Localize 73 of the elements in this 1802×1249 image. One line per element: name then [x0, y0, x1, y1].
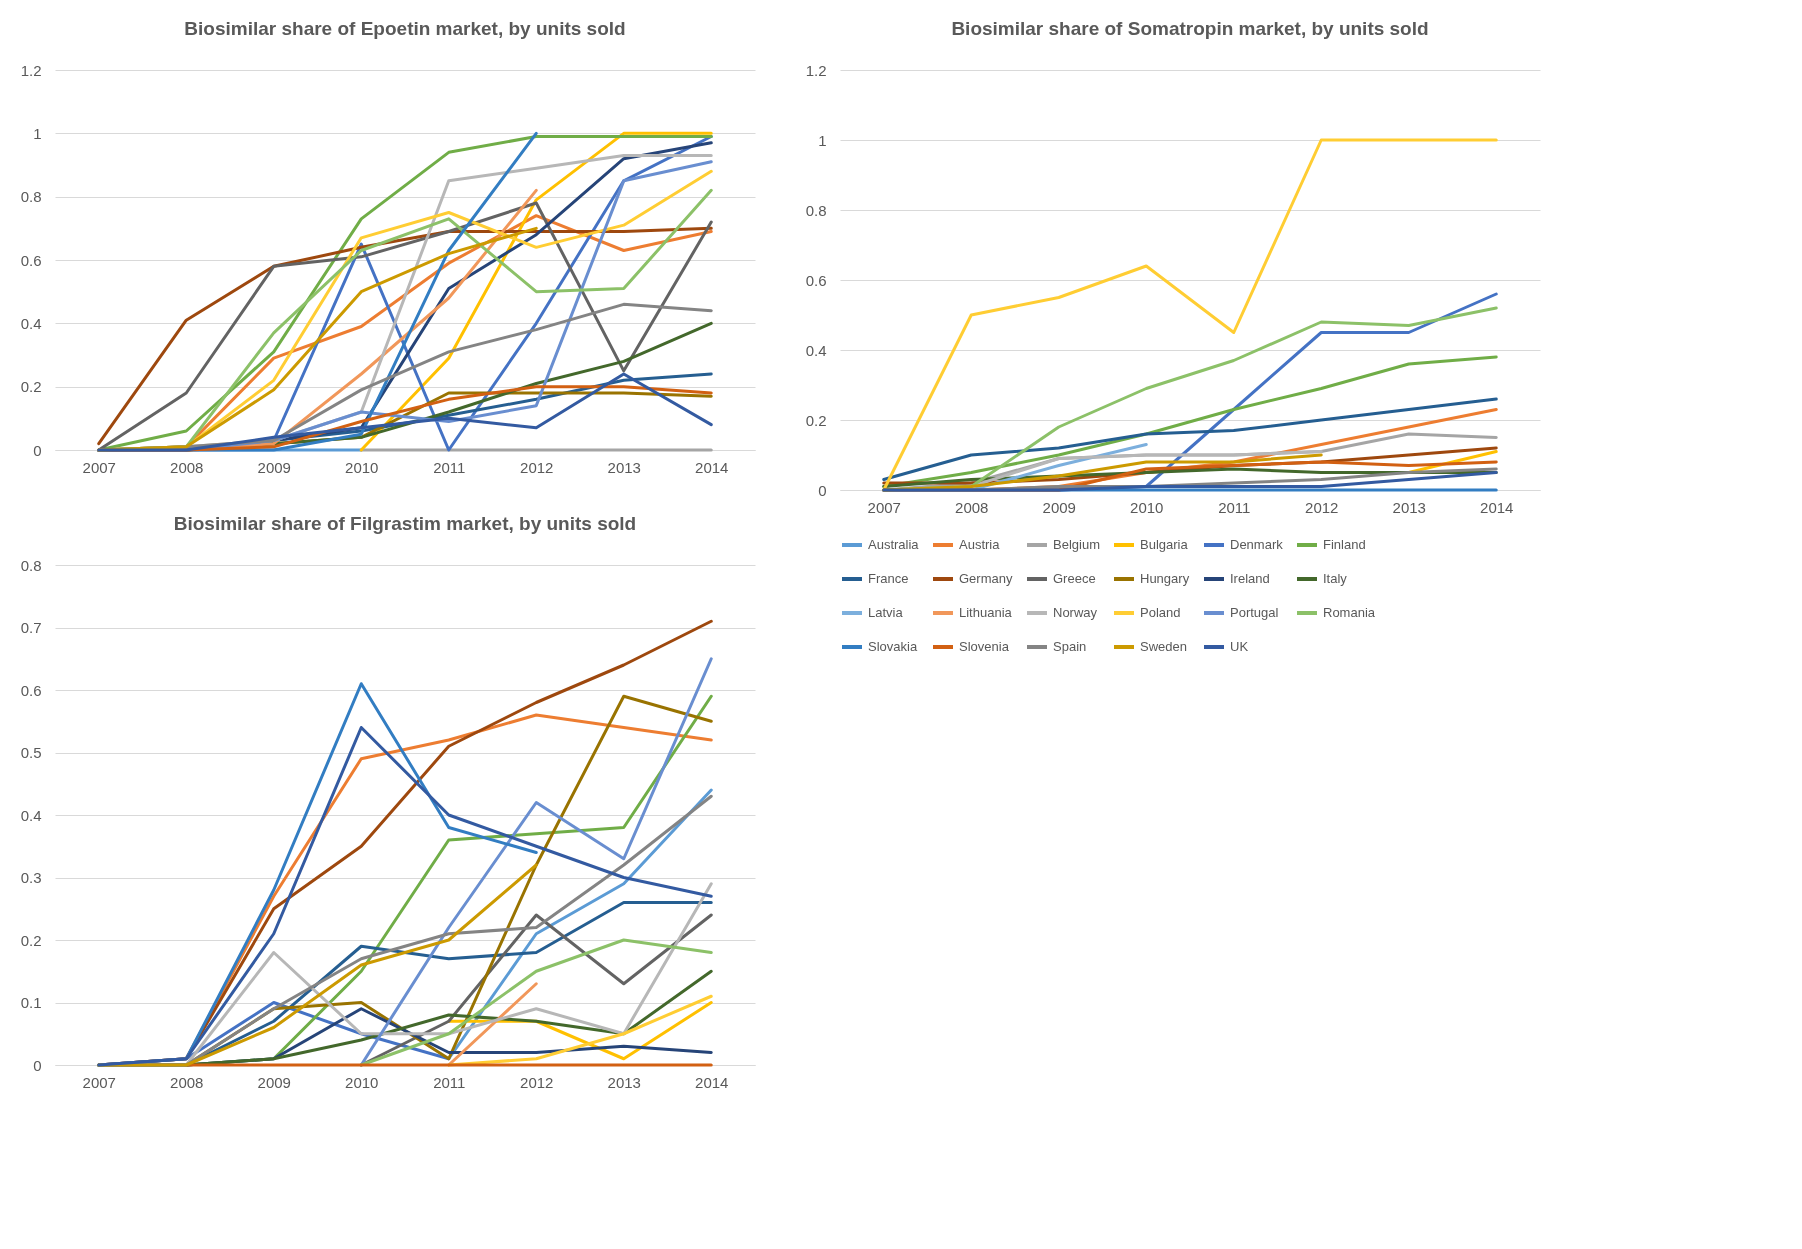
x-tick-label: 2008	[170, 458, 204, 476]
y-tick-label: 1	[818, 131, 827, 149]
x-tick-label: 2009	[1042, 498, 1076, 516]
x-tick-label: 2011	[433, 1073, 466, 1091]
y-tick-label: 0.4	[805, 341, 827, 359]
x-tick-label: 2011	[433, 458, 466, 476]
x-tick-label: 2007	[82, 1073, 116, 1091]
legend-label: Italy	[1323, 571, 1348, 586]
y-tick-label: 0	[818, 481, 827, 499]
y-tick-label: 1	[33, 124, 42, 142]
y-tick-label: 0.7	[20, 619, 42, 636]
legend-label: Latvia	[868, 605, 904, 620]
x-tick-label: 2014	[695, 458, 729, 476]
x-tick-label: 2010	[1130, 498, 1164, 516]
x-tick-label: 2009	[257, 1073, 291, 1091]
y-tick-label: 0.6	[805, 271, 827, 289]
legend-label: Poland	[1140, 605, 1181, 620]
y-tick-label: 0.6	[20, 251, 42, 269]
x-tick-label: 2008	[955, 498, 989, 516]
x-tick-label: 2014	[1480, 498, 1514, 516]
legend-label: Bulgaria	[1140, 537, 1189, 552]
y-tick-label: 0.2	[805, 411, 827, 429]
y-tick-label: 0.2	[20, 931, 42, 949]
legend-label: Slovakia	[868, 639, 918, 654]
y-tick-label: 0.8	[805, 201, 827, 219]
chart-title: Biosimilar share of Somatropin market, by units sold	[951, 18, 1429, 39]
y-tick-label: 0.4	[20, 806, 42, 824]
x-tick-label: 2012	[520, 1073, 554, 1091]
legend-label: Austria	[959, 537, 1001, 552]
y-tick-label: 0.6	[20, 681, 42, 699]
x-tick-label: 2013	[607, 458, 641, 476]
legend-label: UK	[1230, 639, 1249, 654]
x-tick-label: 2008	[170, 1073, 204, 1091]
y-tick-label: 0	[33, 1056, 42, 1074]
x-tick-label: 2009	[257, 458, 291, 476]
x-tick-label: 2012	[1305, 498, 1339, 516]
x-tick-label: 2013	[607, 1073, 641, 1091]
y-tick-label: 0.3	[20, 869, 42, 886]
legend-label: Australia	[868, 537, 920, 552]
x-tick-label: 2010	[345, 1073, 379, 1091]
legend-label: Sweden	[1140, 639, 1187, 654]
legend-label: Hungary	[1140, 571, 1190, 586]
chart-title: Biosimilar share of Filgrastim market, by units sold	[173, 513, 637, 534]
x-tick-label: 2012	[520, 458, 554, 476]
y-tick-label: 0.8	[20, 188, 42, 206]
legend-label: Finland	[1323, 537, 1366, 552]
y-tick-label: 0.8	[20, 556, 42, 574]
x-tick-label: 2013	[1392, 498, 1426, 516]
x-tick-label: 2014	[695, 1073, 729, 1091]
legend-label: France	[868, 571, 909, 586]
legend-label: Ireland	[1230, 571, 1270, 586]
legend-label: Norway	[1053, 605, 1098, 620]
legend-label: Portugal	[1230, 605, 1279, 620]
y-tick-label: 1.2	[805, 61, 827, 79]
y-tick-label: 0.5	[20, 744, 42, 761]
y-tick-label: 0	[33, 441, 42, 459]
y-tick-label: 0.2	[20, 378, 42, 396]
legend-label: Romania	[1323, 605, 1376, 620]
legend-label: Spain	[1053, 639, 1087, 654]
legend-label: Slovenia	[959, 639, 1010, 654]
x-tick-label: 2007	[82, 458, 116, 476]
chart-title: Biosimilar share of Epoetin market, by units sold	[184, 18, 626, 39]
x-tick-label: 2011	[1218, 498, 1251, 516]
legend-label: Lithuania	[959, 605, 1013, 620]
legend-label: Denmark	[1230, 537, 1284, 552]
y-tick-label: 0.1	[20, 994, 42, 1011]
y-tick-label: 0.4	[20, 314, 42, 332]
y-tick-label: 1.2	[20, 61, 42, 79]
legend-label: Germany	[959, 571, 1013, 586]
x-tick-label: 2010	[345, 458, 379, 476]
legend-label: Greece	[1053, 571, 1096, 586]
legend-label: Belgium	[1053, 537, 1100, 552]
x-tick-label: 2007	[867, 498, 901, 516]
